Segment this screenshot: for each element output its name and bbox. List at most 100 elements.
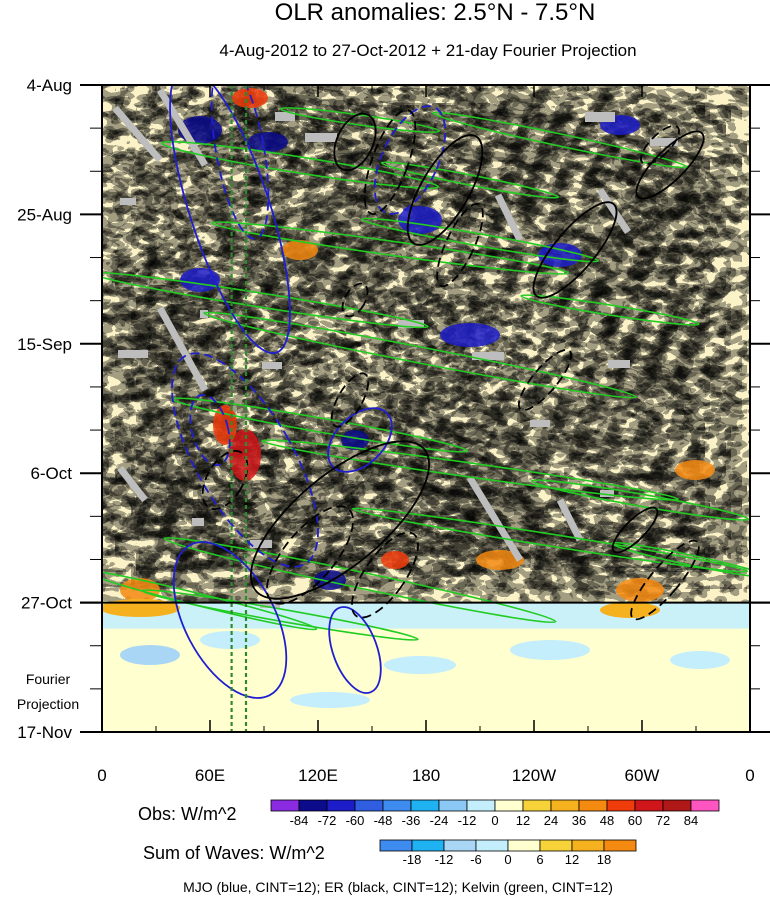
- missing-streak: [156, 306, 209, 392]
- axes: 0 60E 120E 180 120W 60W 0 4-Aug 25-Aug 15-Sep 6-Oc…: [17, 76, 770, 785]
- y-tick-label: 4-Aug: [27, 76, 72, 95]
- projection-blob: [510, 640, 590, 660]
- kelvin-contour: [361, 217, 599, 263]
- mjo-contour: [210, 85, 270, 240]
- reference-lines: [230, 85, 248, 732]
- waves-colorbar-title: Sum of Waves: W/m^2: [143, 843, 325, 863]
- colorbar-cell: [539, 839, 573, 852]
- colorbar-tick-label: 12: [565, 852, 579, 867]
- colorbar-tick-label: 24: [544, 813, 558, 828]
- er-contour: [363, 109, 417, 215]
- y-tick-label: 17-Nov: [17, 723, 72, 742]
- colorbar-cell: [379, 839, 413, 852]
- missing-patch: [200, 310, 208, 318]
- colorbar-cell: [507, 839, 541, 852]
- er-contour: [266, 505, 354, 605]
- missing-patch: [600, 490, 614, 497]
- kelvin-contour: [203, 311, 637, 399]
- kelvin-contour: [520, 294, 700, 326]
- obs-colorbar-title: Obs: W/m^2: [138, 804, 236, 824]
- er-contour: [611, 506, 659, 554]
- colorbar-cell: [606, 799, 636, 812]
- anomaly-blob: [229, 429, 261, 481]
- anomaly-blob: [381, 551, 409, 569]
- missing-patch: [530, 420, 550, 427]
- x-tick-label: 120W: [512, 766, 556, 785]
- er-contour: [341, 282, 369, 318]
- x-tick-label: 0: [745, 766, 754, 785]
- er-contour: [518, 348, 572, 412]
- obs-anomaly-field: [102, 85, 750, 623]
- er-contour: [250, 440, 430, 600]
- colorbar-tick-label: -6: [470, 852, 482, 867]
- colorbar-cell: [662, 799, 692, 812]
- x-tick-label: 180: [412, 766, 440, 785]
- colorbar-tick-label: -12: [458, 813, 477, 828]
- colorbar-tick-label: -18: [403, 852, 422, 867]
- projection-blob: [200, 631, 260, 649]
- colorbar-cell: [466, 799, 496, 812]
- y-tick-label: 15-Sep: [17, 335, 72, 354]
- colorbar-cell: [382, 799, 412, 812]
- missing-streak: [112, 105, 163, 163]
- er-contour: [532, 201, 618, 299]
- colorbar-cell: [410, 799, 440, 812]
- kelvin-contour: [432, 111, 688, 169]
- anomaly-blob: [282, 240, 318, 260]
- anomaly-blob: [213, 405, 237, 445]
- x-tick-label: 0: [97, 766, 106, 785]
- er-contour: [201, 449, 249, 511]
- y-tick-label: 27-Oct: [21, 594, 72, 613]
- anomaly-blob: [248, 132, 288, 152]
- wave-contours: [102, 85, 750, 699]
- projection-blob: [120, 645, 180, 665]
- waves-colorbar: -18 -12 -6 0 6 12 18: [379, 839, 637, 867]
- colorbar-tick-label: 72: [656, 813, 670, 828]
- kelvin-contour: [530, 479, 750, 521]
- colorbar-tick-label: 0: [491, 813, 498, 828]
- colorbar-cell: [298, 799, 328, 812]
- er-contour: [640, 125, 680, 165]
- kelvin-contour: [160, 140, 440, 190]
- projection-blob: [670, 651, 730, 669]
- er-contour: [635, 130, 705, 200]
- projection-label-line1: Fourier: [26, 671, 71, 687]
- missing-streak: [494, 193, 524, 242]
- x-tick-label: 60E: [195, 766, 225, 785]
- colorbar-tick-label: -60: [346, 813, 365, 828]
- kelvin-contour: [610, 541, 750, 579]
- projection-field: [102, 599, 750, 732]
- colorbar-tick-label: 36: [572, 813, 586, 828]
- kelvin-contour: [351, 507, 749, 573]
- colorbar-tick-label: 0: [504, 852, 511, 867]
- colorbar-cell: [634, 799, 664, 812]
- colorbar-cell: [690, 799, 720, 812]
- colorbar-tick-label: 12: [516, 813, 530, 828]
- missing-patch: [472, 352, 504, 360]
- colorbar-cell: [522, 799, 552, 812]
- missing-streak: [117, 465, 148, 503]
- colorbar-tick-label: -36: [402, 813, 421, 828]
- colorbar-cell: [475, 839, 509, 852]
- y-tick-label: 6-Oct: [30, 464, 72, 483]
- missing-patch: [585, 112, 615, 122]
- colorbar-cell: [438, 799, 468, 812]
- y-tick-label: 25-Aug: [17, 205, 72, 224]
- missing-streak: [597, 188, 631, 234]
- er-contour: [351, 531, 419, 619]
- colorbar-cell: [411, 839, 445, 852]
- kelvin-contour: [279, 107, 441, 133]
- missing-patch: [398, 320, 424, 328]
- obs-colorbar: -84 -72 -60 -48 -36 -24 -12 0 12 24 36 48 60 72 84: [270, 799, 720, 828]
- colorbar-tick-label: 84: [684, 813, 698, 828]
- anomaly-blob: [341, 430, 369, 450]
- er-contour: [436, 202, 484, 288]
- chart-subtitle: 4-Aug-2012 to 27-Oct-2012 + 21-day Fouri…: [219, 41, 636, 60]
- colorbar-cell: [550, 799, 580, 812]
- missing-patch: [275, 112, 295, 121]
- projection-blob: [384, 656, 456, 674]
- missing-patch: [118, 350, 148, 358]
- anomaly-blob: [476, 550, 524, 570]
- colorbar-tick-label: 6: [536, 852, 543, 867]
